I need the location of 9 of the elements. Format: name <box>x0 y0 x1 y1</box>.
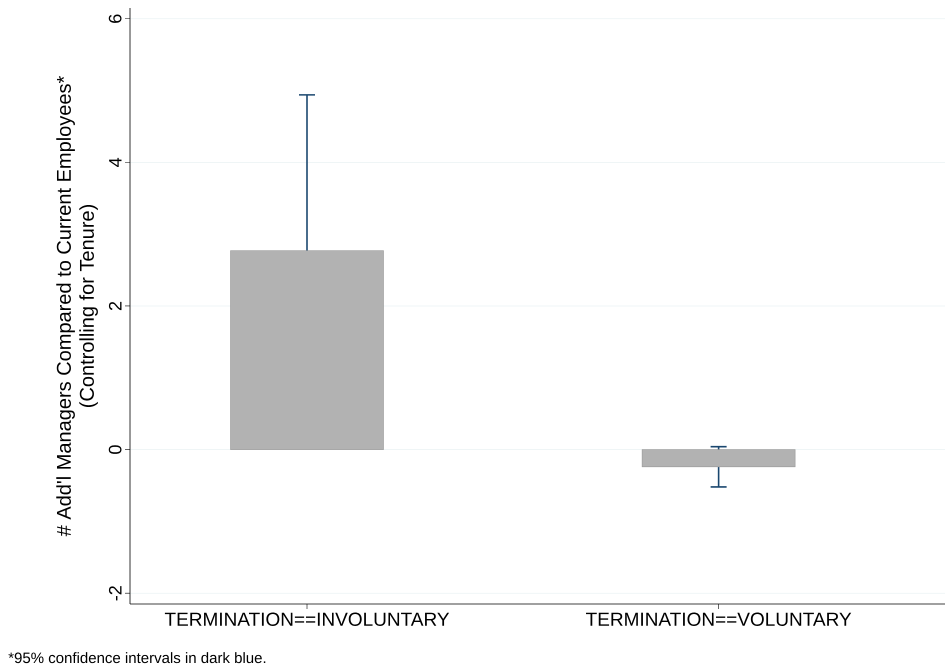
y-tick-label: 2 <box>108 302 122 310</box>
y-tick-label: 6 <box>108 14 122 23</box>
y-axis-title: # Add'l Managers Compared to Current Employees* (Controlling for Tenure) <box>56 76 98 536</box>
x-tick-label: TERMINATION==INVOLUNTARY <box>164 612 450 626</box>
text: *95% confidence intervals in dark blue. <box>8 652 266 664</box>
y-tick-label: -2 <box>108 586 122 600</box>
x-tick-label: TERMINATION==VOLUNTARY <box>586 612 852 626</box>
y-tick-label: 0 <box>108 445 122 454</box>
y-tick-label: 4 <box>109 158 122 167</box>
